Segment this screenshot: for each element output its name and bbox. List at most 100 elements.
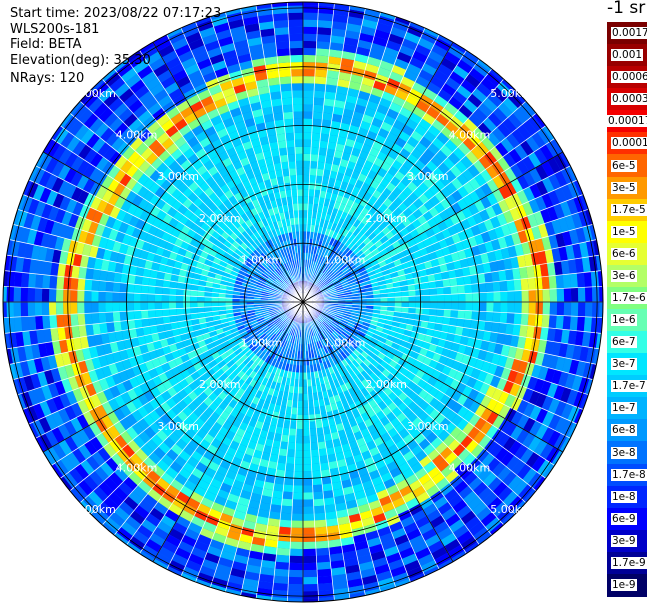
ray-separator (60, 301, 304, 479)
range-gate (308, 189, 315, 197)
range-gate (452, 524, 469, 539)
range-gate (251, 486, 264, 496)
range-gate (530, 252, 540, 266)
range-gate (322, 330, 328, 338)
range-gate (158, 149, 171, 163)
range-gate (133, 302, 141, 311)
range-gate (211, 532, 227, 544)
range-gate (501, 511, 516, 525)
range-gate (272, 282, 280, 288)
range-gate (324, 367, 331, 376)
range-gate (126, 302, 134, 312)
range-gate (356, 316, 365, 322)
range-gate (445, 194, 457, 206)
range-gate (275, 554, 290, 563)
range-gate (253, 302, 261, 305)
range-gate (140, 293, 148, 302)
range-gate (383, 386, 393, 397)
range-gate (512, 267, 521, 280)
range-gate (363, 347, 372, 356)
range-gate (317, 325, 323, 333)
range-gate (183, 416, 195, 428)
range-gate (590, 271, 600, 287)
range-gate (222, 385, 232, 396)
range-gate (370, 430, 381, 441)
range-gate (98, 377, 110, 391)
range-gate (523, 101, 537, 116)
range-gate (418, 153, 431, 166)
range-gate (422, 479, 436, 492)
range-gate (303, 576, 318, 585)
range-gate (470, 319, 479, 330)
range-gate (487, 476, 503, 492)
range-gate (528, 198, 541, 214)
range-gate (116, 209, 127, 222)
range-gate (130, 337, 140, 348)
range-gate (384, 155, 396, 166)
range-gate (546, 205, 559, 222)
range-gate (156, 324, 165, 333)
range-gate (345, 346, 353, 355)
range-gate (559, 436, 571, 452)
range-gate (491, 271, 500, 283)
range-gate (275, 278, 282, 285)
range-gate (58, 439, 73, 456)
range-gate (351, 447, 362, 457)
range-gate (161, 454, 175, 467)
range-gate (190, 296, 198, 302)
range-gate (357, 90, 371, 101)
range-gate (28, 165, 39, 182)
range-gate (119, 417, 132, 431)
range-gate (280, 241, 286, 250)
range-gate (307, 203, 314, 211)
range-gate (318, 324, 324, 332)
range-gate (154, 186, 166, 199)
range-gate (293, 329, 298, 337)
range-gate (352, 247, 361, 255)
range-gate (480, 340, 490, 352)
range-gate (329, 42, 344, 51)
range-gate (219, 222, 229, 232)
range-gate (156, 113, 171, 127)
range-gate (575, 360, 587, 377)
range-gate (208, 84, 223, 96)
range-gate (358, 266, 366, 274)
range-gate (437, 527, 453, 541)
range-gate (203, 102, 217, 114)
range-gate (111, 453, 125, 468)
range-gate (291, 321, 296, 329)
range-gate (253, 346, 261, 355)
range-gate (226, 147, 237, 158)
range-gate (145, 439, 159, 452)
range-gate (368, 93, 382, 105)
range-gate (283, 484, 294, 493)
range-gate (290, 414, 298, 422)
range-gate (335, 143, 345, 152)
ray-separator (302, 112, 537, 303)
range-gate (184, 319, 193, 327)
range-gate (498, 185, 511, 200)
range-gate (317, 263, 323, 271)
range-gate (223, 355, 232, 365)
range-gate (8, 255, 18, 272)
range-gate (383, 545, 400, 558)
range-gate (350, 476, 362, 487)
range-gate (521, 349, 531, 363)
range-gate (389, 521, 404, 533)
range-gate (298, 386, 303, 394)
range-gate (464, 50, 480, 63)
range-gate (205, 316, 214, 323)
range-gate (190, 76, 206, 89)
range-gate (164, 81, 180, 95)
range-gate (303, 139, 312, 147)
range-gate (510, 411, 524, 426)
range-gate (330, 163, 340, 173)
range-gate (555, 356, 566, 372)
range-gate (319, 140, 329, 149)
range-gate (498, 270, 507, 282)
range-gate (458, 123, 473, 138)
range-gate (452, 443, 466, 457)
range-gate (345, 231, 353, 240)
range-gate (396, 372, 406, 382)
range-gate (281, 498, 293, 507)
